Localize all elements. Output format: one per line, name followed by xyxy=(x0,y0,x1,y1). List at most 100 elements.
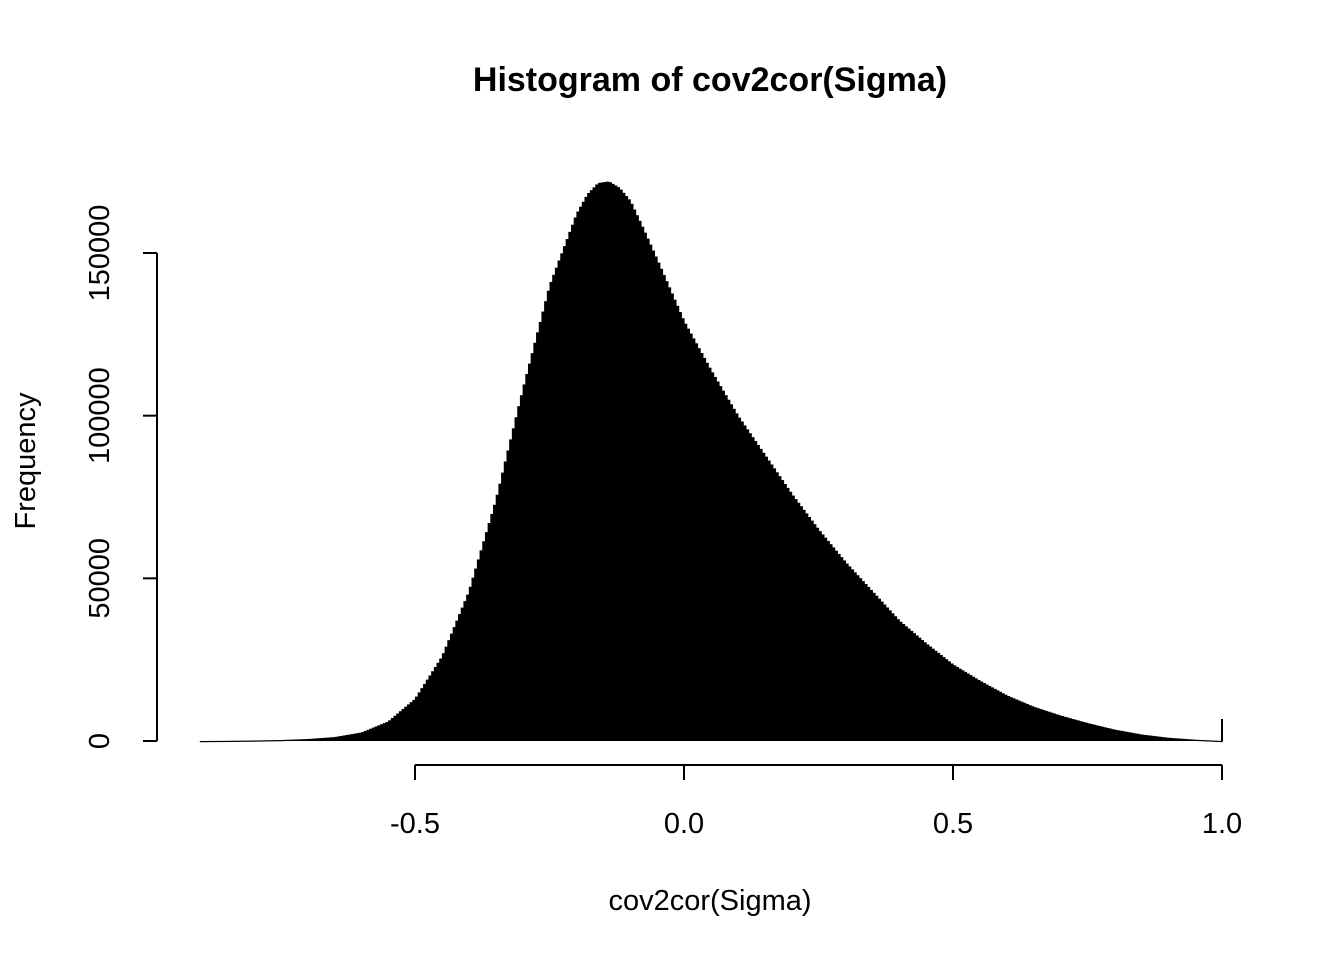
histogram-bar xyxy=(245,740,249,742)
histogram-bar xyxy=(1055,714,1059,741)
histogram-bar xyxy=(735,413,739,741)
histogram-bar xyxy=(942,657,946,741)
histogram-bar xyxy=(377,725,381,741)
histogram-bar xyxy=(1197,739,1202,742)
histogram-bar xyxy=(928,646,933,741)
histogram-bar xyxy=(632,209,637,742)
histogram-bar xyxy=(369,728,373,741)
histogram-bar xyxy=(1065,717,1070,741)
histogram-bar xyxy=(767,460,771,741)
histogram-bar xyxy=(961,670,965,741)
histogram-bar xyxy=(1020,701,1024,741)
histogram-bar xyxy=(608,182,612,742)
histogram-bar xyxy=(794,499,798,741)
histogram-bar xyxy=(1071,718,1075,741)
histogram-bar xyxy=(1211,740,1215,742)
histogram-bar xyxy=(966,673,970,741)
histogram-bar xyxy=(441,653,446,741)
histogram-bar xyxy=(592,187,596,741)
histogram-bar xyxy=(1173,738,1177,741)
histogram-bar xyxy=(807,517,812,741)
histogram-bar xyxy=(522,384,526,741)
histogram-bar xyxy=(686,328,690,741)
histogram-bar xyxy=(1087,723,1091,741)
histogram-bar xyxy=(702,357,707,741)
histogram-bar xyxy=(901,624,906,741)
histogram-bar xyxy=(1036,708,1040,741)
histogram-bar xyxy=(979,681,984,741)
histogram-bar xyxy=(468,586,473,741)
histogram-bar xyxy=(554,267,559,741)
histogram-bar xyxy=(1138,734,1142,741)
histogram-bar xyxy=(1162,737,1167,741)
histogram-bar xyxy=(455,620,459,741)
histogram-bar xyxy=(918,637,922,741)
histogram-bar xyxy=(1044,710,1048,741)
histogram-bar xyxy=(490,513,494,741)
histogram-bar xyxy=(915,635,919,741)
histogram-bar xyxy=(1192,739,1196,741)
histogram-bar xyxy=(936,652,941,741)
histogram-bar xyxy=(600,182,604,741)
histogram-bar xyxy=(891,613,895,741)
histogram-bar xyxy=(1049,712,1054,741)
histogram-bar xyxy=(1111,729,1115,741)
histogram-bar xyxy=(382,723,387,741)
histogram-bar xyxy=(250,740,255,742)
histogram-bar xyxy=(1060,716,1064,741)
histogram-bar xyxy=(412,699,416,741)
histogram-bars xyxy=(199,181,1223,743)
histogram-bar xyxy=(307,738,311,741)
histogram-bar xyxy=(436,662,440,741)
histogram-bar xyxy=(1152,735,1156,741)
histogram-bar xyxy=(390,718,395,741)
histogram-bar xyxy=(1205,740,1210,742)
histogram-bar xyxy=(853,572,857,741)
histogram-bar xyxy=(1006,696,1011,741)
histogram-bar xyxy=(597,182,602,742)
histogram-bar xyxy=(1057,715,1062,741)
histogram-bar xyxy=(267,740,271,742)
histogram-bar xyxy=(224,740,228,743)
histogram-bar xyxy=(1203,740,1207,742)
histogram-bar xyxy=(840,557,844,741)
histogram-bar xyxy=(662,274,666,741)
histogram-bar xyxy=(406,704,411,741)
histogram-bar xyxy=(1079,721,1083,741)
histogram-bar xyxy=(670,293,674,741)
histogram-bar xyxy=(673,299,677,741)
histogram-bar xyxy=(1017,700,1021,741)
histogram-bar xyxy=(248,740,252,742)
histogram-bar xyxy=(713,376,717,741)
histogram-bar xyxy=(1100,726,1105,741)
histogram-bar xyxy=(748,433,752,741)
y-tick-label: 0 xyxy=(84,733,116,749)
histogram-bar xyxy=(904,626,908,741)
histogram-bar xyxy=(355,733,360,741)
histogram-bar xyxy=(732,408,736,741)
histogram-bar xyxy=(772,468,777,741)
histogram-bar xyxy=(269,740,274,742)
histogram-bar xyxy=(501,472,505,741)
histogram-bar xyxy=(1130,732,1134,741)
histogram-bar xyxy=(347,734,352,741)
histogram-bar xyxy=(858,578,863,741)
histogram-bar xyxy=(1025,703,1029,741)
histogram-bar xyxy=(393,715,397,741)
histogram-bar xyxy=(358,732,362,741)
histogram-bar xyxy=(449,633,454,741)
histogram-bar xyxy=(829,544,833,741)
histogram-bar xyxy=(837,553,841,741)
histogram-bar xyxy=(850,569,855,741)
histogram-bar xyxy=(452,627,456,741)
histogram-bar xyxy=(439,658,443,741)
histogram-bar xyxy=(721,390,725,741)
histogram-bar xyxy=(823,537,828,741)
histogram-bar xyxy=(1082,721,1086,741)
histogram-bar xyxy=(589,190,594,742)
histogram-bar xyxy=(821,534,825,741)
histogram-bar xyxy=(1109,728,1113,741)
histogram-bar xyxy=(1125,731,1129,741)
histogram-bar xyxy=(630,203,634,742)
